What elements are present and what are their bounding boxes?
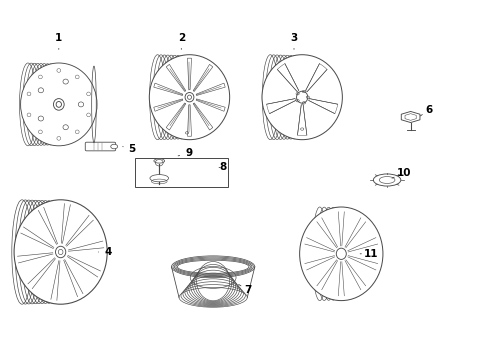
- Text: 3: 3: [291, 33, 297, 49]
- Ellipse shape: [373, 174, 401, 186]
- Bar: [135, 158, 228, 187]
- Ellipse shape: [185, 93, 194, 102]
- Ellipse shape: [336, 248, 346, 260]
- Polygon shape: [401, 112, 420, 122]
- Ellipse shape: [14, 200, 107, 304]
- Ellipse shape: [154, 159, 165, 163]
- Text: 4: 4: [98, 247, 112, 257]
- Text: 6: 6: [420, 105, 432, 116]
- Text: 5: 5: [122, 144, 136, 154]
- Ellipse shape: [296, 91, 308, 103]
- Ellipse shape: [150, 175, 169, 182]
- Ellipse shape: [262, 55, 343, 140]
- Text: 2: 2: [178, 33, 185, 49]
- Ellipse shape: [55, 246, 66, 258]
- Ellipse shape: [21, 63, 97, 146]
- Text: 8: 8: [219, 162, 226, 172]
- Text: 7: 7: [239, 284, 251, 295]
- Ellipse shape: [299, 207, 383, 301]
- FancyBboxPatch shape: [85, 142, 116, 151]
- Ellipse shape: [111, 144, 118, 149]
- Text: 10: 10: [392, 168, 412, 178]
- Text: 11: 11: [360, 249, 379, 259]
- Text: 9: 9: [178, 148, 192, 158]
- Ellipse shape: [149, 55, 230, 140]
- Text: 1: 1: [55, 33, 62, 49]
